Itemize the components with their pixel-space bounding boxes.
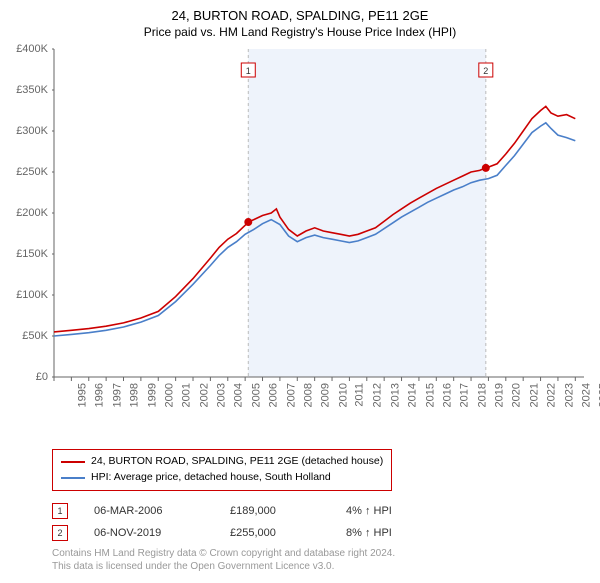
svg-text:2: 2	[483, 66, 488, 76]
sale-number-box: 2	[52, 525, 68, 541]
chart-title: 24, BURTON ROAD, SPALDING, PE11 2GE	[12, 8, 588, 23]
legend-swatch-hpi	[61, 477, 85, 479]
sale-row: 1 06-MAR-2006 £189,000 4% ↑ HPI	[52, 503, 588, 519]
sale-row: 2 06-NOV-2019 £255,000 8% ↑ HPI	[52, 525, 588, 541]
sale-number-box: 1	[52, 503, 68, 519]
sales-list: 1 06-MAR-2006 £189,000 4% ↑ HPI 2 06-NOV…	[12, 503, 588, 541]
chart-subtitle: Price paid vs. HM Land Registry's House …	[12, 25, 588, 39]
sale-price: £255,000	[230, 527, 320, 539]
footnote-line2: This data is licensed under the Open Gov…	[52, 561, 334, 572]
sale-date: 06-NOV-2019	[94, 527, 204, 539]
y-tick-label: £250K	[10, 166, 48, 178]
line-chart-svg: 12	[52, 45, 586, 385]
sale-date: 06-MAR-2006	[94, 505, 204, 517]
sale-price: £189,000	[230, 505, 320, 517]
y-tick-label: £300K	[10, 125, 48, 137]
y-tick-label: £400K	[10, 43, 48, 55]
y-tick-label: £0	[10, 371, 48, 383]
figure-container: 24, BURTON ROAD, SPALDING, PE11 2GE Pric…	[0, 0, 600, 583]
legend-box: 24, BURTON ROAD, SPALDING, PE11 2GE (det…	[52, 449, 392, 491]
sale-delta: 8% ↑ HPI	[346, 527, 392, 539]
legend-label-hpi: HPI: Average price, detached house, Sout…	[91, 470, 331, 486]
y-tick-label: £150K	[10, 248, 48, 260]
legend-label-property: 24, BURTON ROAD, SPALDING, PE11 2GE (det…	[91, 454, 383, 470]
sale-delta: 4% ↑ HPI	[346, 505, 392, 517]
legend-item-property: 24, BURTON ROAD, SPALDING, PE11 2GE (det…	[61, 454, 383, 470]
svg-text:1: 1	[246, 66, 251, 76]
y-tick-label: £100K	[10, 289, 48, 301]
y-tick-label: £50K	[10, 330, 48, 342]
y-tick-label: £350K	[10, 84, 48, 96]
chart-area: 12 £0£50K£100K£150K£200K£250K£300K£350K£…	[52, 45, 582, 415]
legend-swatch-property	[61, 461, 85, 463]
footnote-line1: Contains HM Land Registry data © Crown c…	[52, 548, 395, 559]
y-tick-label: £200K	[10, 207, 48, 219]
legend-item-hpi: HPI: Average price, detached house, Sout…	[61, 470, 383, 486]
